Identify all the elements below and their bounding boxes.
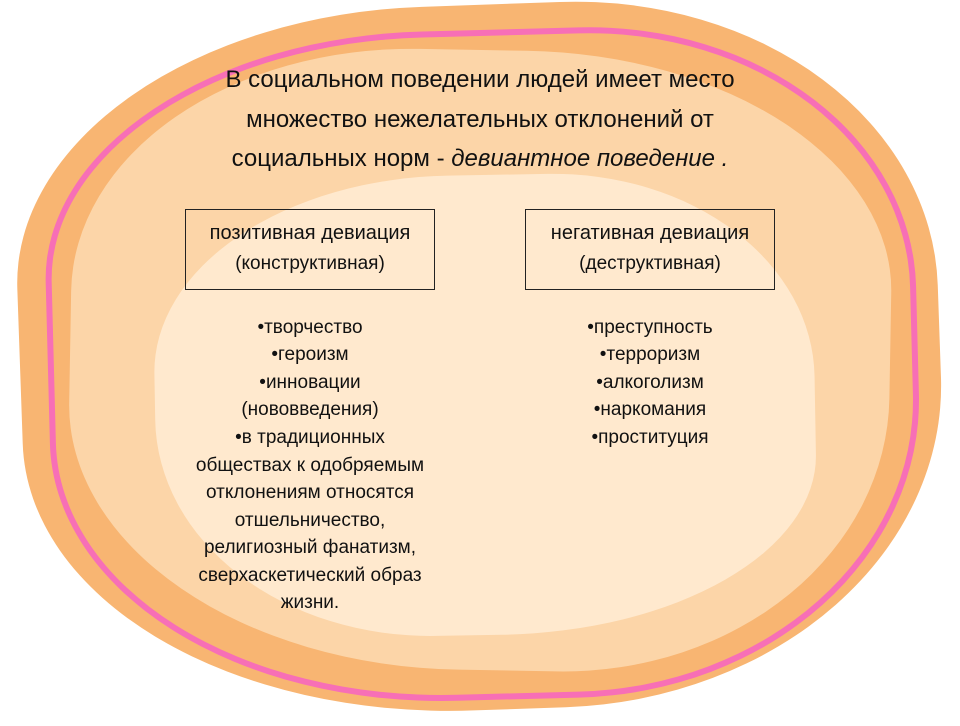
list-item: •проституция	[587, 424, 712, 452]
columns-wrap: позитивная девиация (конструктивная) •тв…	[80, 209, 880, 617]
intro-line3-plain: социальных норм -	[232, 145, 452, 172]
left-box-sub: (конструктивная)	[208, 253, 412, 275]
left-box-title: позитивная девиация	[208, 222, 412, 245]
right-bullets: •преступность •терроризм •алкоголизм •на…	[587, 314, 712, 452]
list-item: •героизм	[196, 341, 424, 369]
list-item: •наркомания	[587, 396, 712, 424]
intro-line1: В социальном поведении людей имеет место	[225, 66, 734, 93]
list-item: •в традиционных	[196, 424, 424, 452]
list-item: сверхаскетический образ	[196, 562, 424, 590]
list-item: религиозный фанатизм,	[196, 534, 424, 562]
list-item: жизни.	[196, 589, 424, 617]
list-item: •инновации	[196, 369, 424, 397]
right-box-title: негативная девиация	[548, 222, 752, 245]
right-box-sub: (деструктивная)	[548, 253, 752, 275]
list-item: обществах к одобряемым	[196, 452, 424, 480]
intro-line3-italic: девиантное поведение .	[451, 145, 728, 172]
right-column: негативная девиация (деструктивная) •пре…	[525, 209, 775, 617]
list-item: •преступность	[587, 314, 712, 342]
left-bullets: •творчество •героизм •инновации (нововве…	[196, 314, 424, 617]
left-column: позитивная девиация (конструктивная) •тв…	[185, 209, 435, 617]
list-item: •терроризм	[587, 341, 712, 369]
left-box: позитивная девиация (конструктивная)	[185, 209, 435, 290]
list-item: •алкоголизм	[587, 369, 712, 397]
intro-text: В социальном поведении людей имеет место…	[80, 60, 880, 179]
intro-line2: множество нежелательных отклонений от	[246, 106, 714, 133]
list-item: отшельничество,	[196, 507, 424, 535]
list-item: •творчество	[196, 314, 424, 342]
list-item: (нововведения)	[196, 396, 424, 424]
slide-content: В социальном поведении людей имеет место…	[0, 0, 960, 720]
right-box: негативная девиация (деструктивная)	[525, 209, 775, 290]
list-item: отклонениям относятся	[196, 479, 424, 507]
